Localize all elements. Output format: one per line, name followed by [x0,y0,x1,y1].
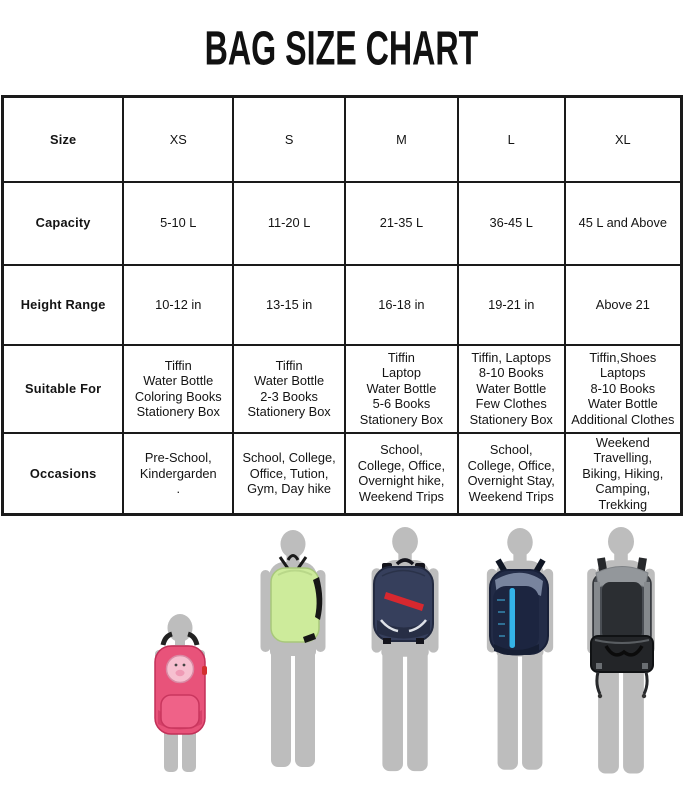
backpack-l-cyan-zip [509,588,515,648]
cell-occasions-xs: Pre-School, Kindergarden . [122,431,235,516]
backpack-xs-tag [202,666,207,675]
backpack-m-handle [395,558,415,566]
bag-size-table: Size XS S M L XL Capacity 5-10 L 11-20 L… [1,95,683,516]
column-header-l: L [456,95,566,183]
table-row-occasions: Occasions Pre-School, Kindergarden . Sch… [1,431,683,516]
backpack-xs-pocket [160,694,200,729]
adult-silhouette-s [260,530,326,767]
page-title-wrap: BAG SIZE CHART [0,20,683,76]
size-comparison-illustration [154,527,655,774]
cell-capacity-xs: 5-10 L [122,180,235,266]
backpack-l-print [497,599,505,637]
row-header-capacity: Capacity [1,180,125,266]
figure-s [260,530,326,767]
cell-height-xs: 10-12 in [122,263,235,346]
cell-suitable-s: Tiffin Water Bottle 2-3 Books Stationery… [232,343,347,434]
figure-l [486,528,554,770]
figure-xl [587,527,655,774]
column-header-s: S [232,95,347,183]
backpack-s-accent [313,577,323,620]
backpack-xl-goggle-straps [604,645,644,657]
cell-height-m: 16-18 in [344,263,459,346]
backpack-l-front-panel [493,586,539,650]
cell-height-s: 13-15 in [232,263,347,346]
cell-capacity-m: 21-35 L [344,180,459,266]
column-header-xs: XS [122,95,235,183]
figure-xs [154,614,207,772]
backpack-xs [154,631,207,735]
cell-capacity-l: 36-45 L [456,180,566,266]
figure-m [371,527,439,772]
page-title: BAG SIZE CHART [204,21,479,76]
row-header-size: Size [1,95,125,183]
backpack-l [489,558,549,656]
cell-height-l: 19-21 in [456,263,566,346]
backpack-m-red-zip [384,592,424,611]
backpack-s [270,554,323,643]
cell-suitable-xl: Tiffin,Shoes Laptops 8-10 Books Water Bo… [563,343,683,434]
cell-occasions-l: School, College, Office, Overnight Stay,… [456,431,566,516]
column-header-m: M [344,95,459,183]
peppa-pig-icon [165,654,195,684]
backpack-xl-dangling-straps [595,671,649,695]
backpack-xs-straps [160,631,200,646]
cell-suitable-l: Tiffin, Laptops 8-10 Books Water Bottle … [456,343,566,434]
adult-silhouette-m [371,527,439,772]
table-row-height-range: Height Range 10-12 in 13-15 in 16-18 in … [1,263,683,346]
backpack-m-shading [377,620,430,639]
backpack-m-reflectors [380,619,427,633]
row-header-occasions: Occasions [1,431,125,516]
backpack-xl-front-panel [602,582,642,640]
row-header-height-range: Height Range [1,263,125,346]
cell-occasions-xl: Weekend Travelling, Biking, Hiking, Camp… [563,431,683,516]
cell-occasions-s: School, College, Office, Tution, Gym, Da… [232,431,347,516]
table-row-capacity: Capacity 5-10 L 11-20 L 21-35 L 36-45 L … [1,180,683,266]
column-header-xl: XL [563,95,683,183]
cell-capacity-s: 11-20 L [232,180,347,266]
cell-height-xl: Above 21 [563,263,683,346]
cell-capacity-xl: 45 L and Above [563,180,683,266]
table-row-suitable-for: Suitable For Tiffin Water Bottle Colorin… [1,343,683,434]
backpack-s-body [270,567,320,643]
table-row-size: Size XS S M L XL [1,95,683,183]
cell-suitable-xs: Tiffin Water Bottle Coloring Books Stati… [122,343,235,434]
backpack-m [373,558,434,644]
row-header-suitable-for: Suitable For [1,343,125,434]
backpack-xl [590,557,654,699]
cell-occasions-m: School, College, Office, Overnight hike,… [344,431,459,516]
cell-suitable-m: Tiffin Laptop Water Bottle 5-6 Books Sta… [344,343,459,434]
